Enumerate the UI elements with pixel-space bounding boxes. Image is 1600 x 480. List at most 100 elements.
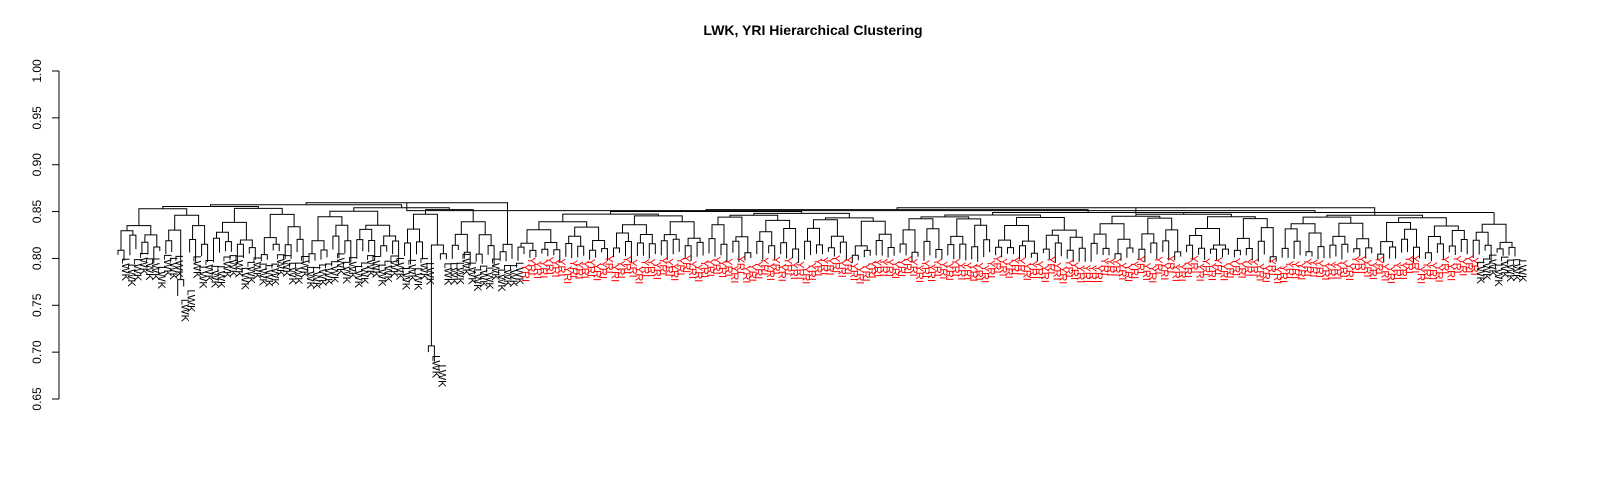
- dendrogram-branch: [1499, 241, 1513, 249]
- dendrogram-branch: [577, 245, 585, 258]
- leaf-label: YRI: [1325, 261, 1337, 279]
- dendrogram-branch: [1424, 252, 1432, 262]
- dendrogram-branch: [478, 234, 492, 255]
- leaf-label: YRI: [573, 261, 585, 279]
- leaf-label: LWK: [310, 266, 322, 290]
- leaf-label: YRI: [728, 265, 740, 283]
- dendrogram-branch: [923, 240, 931, 261]
- leaf-label: YRI: [1409, 255, 1421, 273]
- dendrogram-branch: [899, 243, 907, 256]
- leaf-label: LWK: [1498, 256, 1510, 280]
- dendrogram-branch: [1260, 227, 1274, 257]
- leaf-label: YRI: [1295, 262, 1307, 280]
- leaf-label: LWK: [483, 267, 495, 291]
- leaf-label: YRI: [1349, 256, 1361, 274]
- leaf-label: YRI: [1218, 263, 1230, 281]
- dendrogram-branch: [950, 235, 964, 245]
- leaf-label: YRI: [537, 260, 549, 278]
- leaf-label: YRI: [931, 259, 943, 277]
- leaf-label: YRI: [1355, 256, 1367, 274]
- dendrogram-branch: [320, 249, 328, 260]
- dendrogram-branch: [926, 228, 940, 250]
- dendrogram-branch: [1099, 223, 1125, 240]
- dendrogram-branch: [998, 239, 1011, 248]
- leaf-label: LWK: [406, 259, 418, 283]
- leaf-label: YRI: [632, 266, 644, 284]
- leaf-label: YRI: [1074, 265, 1086, 283]
- dendrogram-branch: [165, 240, 173, 254]
- leaf-label: YRI: [1021, 263, 1033, 281]
- leaf-label: YRI: [1027, 261, 1039, 279]
- dendrogram-branch: [1460, 239, 1468, 255]
- leaf-label: LWK: [1480, 258, 1492, 282]
- dendrogram-branch: [669, 221, 695, 239]
- dendrogram-branch: [1290, 223, 1316, 233]
- dendrogram-branch: [1475, 231, 1489, 246]
- dendrogram-branch: [804, 240, 811, 260]
- leaf-label: YRI: [919, 260, 931, 278]
- leaf-label: YRI: [1032, 261, 1044, 279]
- dendrogram-branch: [783, 228, 797, 249]
- leaf-label: LWK: [322, 263, 334, 287]
- leaf-label: LWK: [203, 259, 215, 283]
- leaf-label: YRI: [835, 260, 847, 278]
- leaf-label: LWK: [161, 254, 173, 278]
- dendrogram-branch: [1213, 244, 1226, 250]
- leaf-label: YRI: [949, 258, 961, 276]
- leaf-label: YRI: [1080, 265, 1092, 283]
- leaf-label: LWK: [173, 255, 185, 279]
- dendrogram-branch: [430, 244, 444, 346]
- leaf-label: YRI: [585, 259, 597, 277]
- leaf-label: YRI: [871, 259, 883, 277]
- dendrogram-branch: [1233, 249, 1241, 258]
- leaf-label: LWK: [340, 261, 352, 285]
- leaf-label: YRI: [561, 266, 573, 284]
- y-tick-label: 0.80: [30, 246, 44, 270]
- dendrogram-branch: [807, 227, 820, 245]
- leaf-label: YRI: [1283, 261, 1295, 279]
- leaf-label: LWK: [149, 258, 161, 282]
- leaf-label: YRI: [1050, 262, 1062, 280]
- dendrogram-branch: [192, 225, 206, 245]
- dendrogram-branch: [956, 218, 982, 237]
- leaf-label: YRI: [644, 259, 656, 277]
- dendrogram-branch: [177, 279, 185, 296]
- dendrogram-leaves: LWKLWKLWKLWKLWKLWKLWKLWKLWKLWKLWKLWKLWKL…: [119, 252, 1528, 388]
- dendrogram-branch: [672, 238, 680, 255]
- leaf-label: YRI: [1152, 256, 1164, 274]
- leaf-label: YRI: [1110, 258, 1122, 276]
- dendrogram-branch: [971, 246, 979, 262]
- dendrogram-branch: [269, 213, 295, 238]
- leaf-label: YRI: [907, 258, 919, 276]
- leaf-label: YRI: [1421, 261, 1433, 279]
- leaf-label: YRI: [943, 263, 955, 281]
- dendrogram-branch: [1126, 247, 1134, 258]
- leaf-label: YRI: [991, 255, 1003, 273]
- leaf-label: YRI: [1003, 260, 1015, 278]
- leaf-label: LWK: [197, 266, 209, 290]
- leaf-label: LWK: [471, 269, 483, 293]
- dendrogram-branch: [1356, 238, 1370, 249]
- leaf-label: YRI: [1194, 263, 1206, 281]
- leaf-label: YRI: [1104, 258, 1116, 276]
- leaf-label: YRI: [1456, 258, 1468, 276]
- y-tick-label: 0.95: [30, 106, 44, 130]
- dendrogram-branch: [1389, 246, 1397, 259]
- leaf-label: LWK: [364, 254, 376, 278]
- leaf-label: LWK: [227, 254, 239, 278]
- y-tick-label: 1.00: [30, 59, 44, 83]
- leaf-label: YRI: [1056, 266, 1068, 284]
- dendrogram-branch: [263, 237, 277, 255]
- leaf-label: LWK: [221, 256, 233, 280]
- dendrogram-branch: [311, 240, 325, 254]
- dendrogram-branch: [225, 241, 232, 252]
- dendrogram-branch: [272, 243, 280, 252]
- dendrogram-branch: [574, 226, 600, 241]
- dendrogram-branch: [317, 216, 343, 241]
- leaf-label: LWK: [376, 264, 388, 288]
- dendrogram-branch: [1308, 232, 1322, 252]
- leaf-label: YRI: [794, 261, 806, 279]
- y-tick-label: 0.70: [30, 340, 44, 364]
- leaf-label: LWK: [358, 262, 370, 286]
